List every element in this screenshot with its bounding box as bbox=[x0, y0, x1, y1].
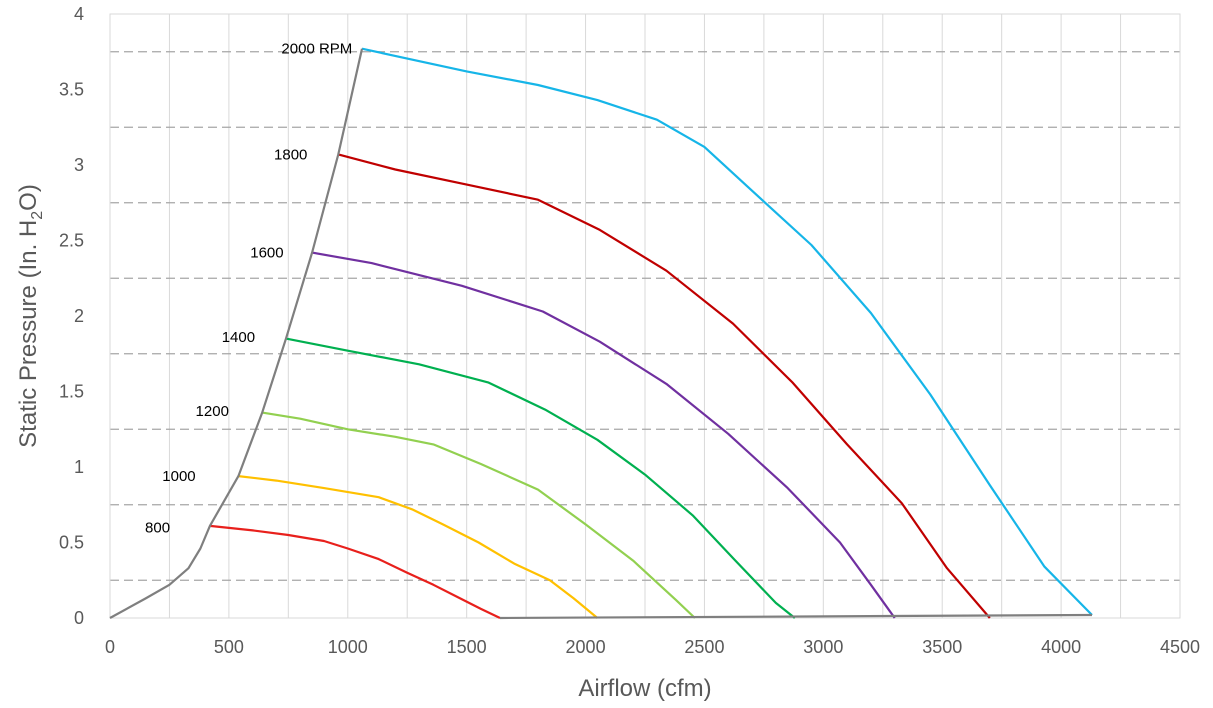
x-tick-label: 4500 bbox=[1160, 637, 1200, 657]
rpm-label-1000: 1000 bbox=[162, 468, 195, 485]
series-line-1800 bbox=[338, 153, 991, 619]
dashed-horizontal-lines bbox=[110, 51, 1180, 581]
rpm-label-800: 800 bbox=[145, 519, 170, 536]
surge-boundary-line bbox=[109, 48, 364, 619]
x-axis-title: Airflow (cfm) bbox=[578, 675, 711, 702]
series-line-1400 bbox=[285, 337, 796, 619]
y-tick-label: 2 bbox=[74, 306, 84, 326]
series-line-1600 bbox=[311, 251, 896, 619]
boundary-curves bbox=[109, 48, 1093, 620]
rpm-label-1200: 1200 bbox=[196, 403, 229, 420]
y-axis-title-subscript: 2 bbox=[29, 211, 46, 220]
y-axis-title-suffix: O) bbox=[15, 184, 42, 211]
baseline-line bbox=[499, 613, 1093, 620]
y-tick-label: 1.5 bbox=[59, 382, 84, 402]
y-tick-label: 4 bbox=[74, 4, 84, 24]
x-tick-label: 500 bbox=[214, 637, 244, 657]
x-tick-label: 4000 bbox=[1041, 637, 1081, 657]
rpm-label-1600: 1600 bbox=[250, 245, 283, 262]
y-tick-label: 0.5 bbox=[59, 533, 84, 553]
x-tick-label: 3500 bbox=[922, 637, 962, 657]
x-tick-label: 2000 bbox=[566, 637, 606, 657]
series-line-1000 bbox=[238, 475, 599, 619]
y-tick-label: 3 bbox=[74, 155, 84, 175]
y-axis-title: Static Pressure (In. H2O) bbox=[15, 184, 46, 448]
series-line-2000 bbox=[361, 47, 1093, 616]
x-tick-label: 3000 bbox=[803, 637, 843, 657]
y-tick-label: 2.5 bbox=[59, 231, 84, 251]
x-tick-label: 1000 bbox=[328, 637, 368, 657]
rpm-labels: 800 1000 1200 1400 1600 1800 2000 RPM bbox=[145, 41, 352, 537]
x-tick-label: 0 bbox=[105, 637, 115, 657]
rpm-curves bbox=[209, 47, 1093, 619]
x-axis-tick-labels: 0 500 1000 1500 2000 2500 3000 3500 4000 4500 bbox=[105, 637, 1200, 657]
rpm-label-1800: 1800 bbox=[274, 146, 307, 163]
rpm-label-1400: 1400 bbox=[222, 329, 255, 346]
y-tick-label: 1 bbox=[74, 457, 84, 477]
x-tick-label: 2500 bbox=[684, 637, 724, 657]
series-line-1200 bbox=[262, 411, 696, 619]
y-axis-tick-labels: 0 0.5 1 1.5 2 2.5 3 3.5 4 bbox=[59, 4, 84, 628]
rpm-label-2000: 2000 RPM bbox=[281, 41, 352, 58]
y-tick-label: 3.5 bbox=[59, 80, 84, 100]
y-tick-label: 0 bbox=[74, 608, 84, 628]
x-tick-label: 1500 bbox=[447, 637, 487, 657]
y-axis-title-prefix: Static Pressure (In. H bbox=[15, 220, 42, 448]
series-line-800 bbox=[209, 524, 501, 619]
